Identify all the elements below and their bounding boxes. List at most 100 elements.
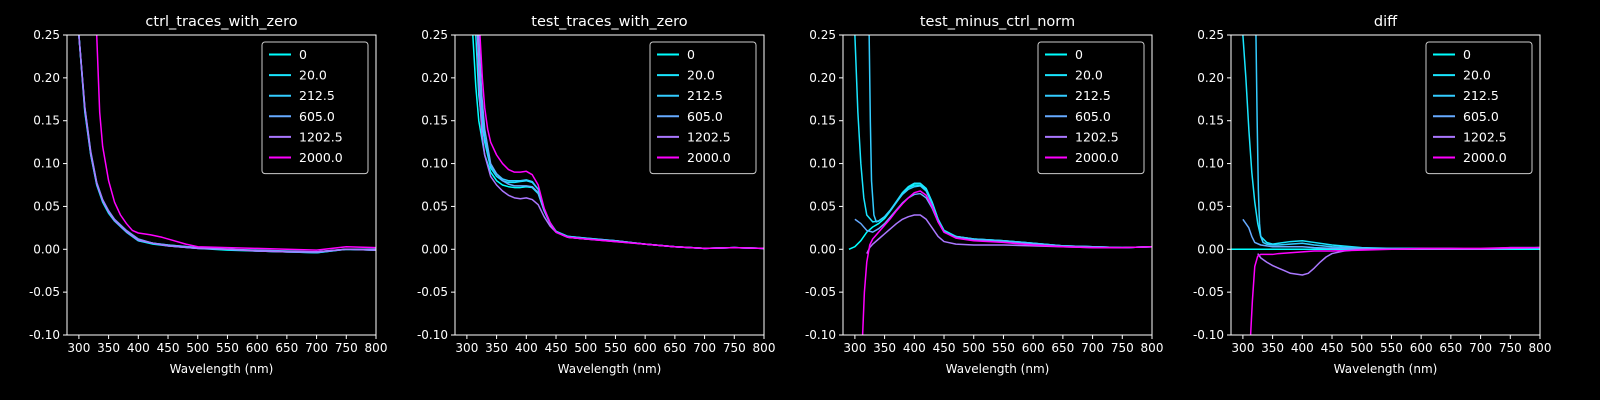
y-tick-label: 0.00: [809, 242, 836, 256]
legend-label-1: 20.0: [299, 68, 327, 83]
series-line-3: [854, 192, 1152, 249]
legend-label-4: 1202.5: [687, 129, 731, 144]
y-tick-label: 0.10: [1197, 157, 1224, 171]
series-line-0: [848, 184, 1152, 250]
y-tick-label: 0.20: [421, 71, 448, 85]
x-tick-label: 650: [1051, 341, 1074, 355]
legend-label-5: 2000.0: [687, 150, 731, 165]
series-line-5: [479, 35, 764, 250]
y-tick-label: 0.10: [421, 157, 448, 171]
y-tick-label: 0.05: [809, 199, 836, 213]
x-tick-label: 750: [335, 341, 358, 355]
legend-label-2: 212.5: [299, 88, 335, 103]
x-tick-label: 750: [1499, 341, 1522, 355]
legend-label-2: 212.5: [1463, 88, 1499, 103]
legend: 0 20.0 212.5 605.0 1202.5 2000.0: [261, 41, 369, 175]
x-tick-label: 500: [186, 341, 209, 355]
x-tick-label: 450: [157, 341, 180, 355]
x-tick-label: 700: [693, 341, 716, 355]
x-tick-label: 700: [1469, 341, 1492, 355]
legend-label-4: 1202.5: [1463, 129, 1507, 144]
y-tick-label: 0.25: [421, 28, 448, 42]
x-tick-label: 350: [97, 341, 120, 355]
x-axis-label: Wavelength (nm): [946, 362, 1050, 376]
x-tick-label: 300: [455, 341, 478, 355]
x-tick-label: 300: [1231, 341, 1254, 355]
legend-label-1: 20.0: [1463, 68, 1491, 83]
x-tick-label: 800: [365, 341, 388, 355]
y-tick-label: -0.05: [417, 285, 448, 299]
x-tick-label: 600: [1022, 341, 1045, 355]
y-tick-label: 0.25: [1197, 28, 1224, 42]
y-tick-label: -0.05: [805, 285, 836, 299]
y-tick-label: -0.10: [29, 328, 60, 342]
x-tick-label: 350: [485, 341, 508, 355]
x-tick-label: 750: [1111, 341, 1134, 355]
series-line-4: [78, 35, 376, 253]
y-tick-label: 0.00: [33, 242, 60, 256]
axes-frame: [454, 34, 765, 336]
legend-label-2: 212.5: [1075, 88, 1111, 103]
y-tick-label: 0.10: [809, 157, 836, 171]
legend-label-1: 20.0: [687, 68, 715, 83]
legend: 0 20.0 212.5 605.0 1202.5 2000.0: [649, 41, 757, 175]
y-tick-label: 0.15: [421, 114, 448, 128]
x-tick-label: 800: [1141, 341, 1164, 355]
x-tick-label: 650: [663, 341, 686, 355]
y-tick-label: 0.15: [809, 114, 836, 128]
y-tick-label: 0.15: [1197, 114, 1224, 128]
legend-label-3: 605.0: [1075, 109, 1111, 124]
x-tick-label: 550: [992, 341, 1015, 355]
x-tick-label: 350: [1261, 341, 1284, 355]
x-tick-label: 400: [1291, 341, 1314, 355]
chart-panel-0: 300 350 400 450 500 550 600 650 700 750 800 -0.10 -0…: [29, 14, 388, 376]
legend-label-5: 2000.0: [1075, 150, 1119, 165]
legend-label-4: 1202.5: [1075, 129, 1119, 144]
x-tick-label: 450: [545, 341, 568, 355]
chart-panel-2: 300 350 400 450 500 550 600 650 700 750 800 -0.10 -0…: [805, 14, 1164, 376]
series-group: [78, 35, 376, 254]
y-tick-label: -0.05: [29, 285, 60, 299]
series-line-4: [1257, 246, 1540, 276]
x-tick-label: 800: [753, 341, 776, 355]
chart-title: diff: [1374, 14, 1398, 30]
y-tick-label: -0.05: [1193, 285, 1224, 299]
axes-frame: [1230, 34, 1541, 336]
x-tick-label: 300: [843, 341, 866, 355]
x-tick-label: 500: [1350, 341, 1373, 355]
x-tick-label: 650: [1439, 341, 1462, 355]
y-tick-label: 0.20: [1197, 71, 1224, 85]
x-tick-label: 700: [1081, 341, 1104, 355]
chart-panel-1: 300 350 400 450 500 550 600 650 700 750 800 -0.10 -0…: [417, 14, 776, 376]
y-tick-label: 0.00: [1197, 242, 1224, 256]
legend-label-3: 605.0: [1463, 109, 1499, 124]
legend: 0 20.0 212.5 605.0 1202.5 2000.0: [1037, 41, 1145, 175]
x-tick-label: 400: [903, 341, 926, 355]
y-tick-label: -0.10: [417, 328, 448, 342]
chart-title: test_minus_ctrl_norm: [920, 14, 1075, 30]
y-tick-label: 0.10: [33, 157, 60, 171]
legend-label-5: 2000.0: [1463, 150, 1507, 165]
y-tick-label: 0.00: [421, 242, 448, 256]
legend: 0 20.0 212.5 605.0 1202.5 2000.0: [1425, 41, 1533, 175]
x-axis-label: Wavelength (nm): [1334, 362, 1438, 376]
legend-label-0: 0: [687, 47, 695, 62]
x-tick-label: 550: [604, 341, 627, 355]
axes-frame: [842, 34, 1153, 336]
y-tick-label: 0.20: [809, 71, 836, 85]
x-tick-label: 300: [67, 341, 90, 355]
y-tick-label: -0.10: [1193, 328, 1224, 342]
series-line-5: [95, 35, 376, 251]
y-tick-label: 0.05: [421, 199, 448, 213]
legend-label-0: 0: [1075, 47, 1083, 62]
legend-label-3: 605.0: [299, 109, 335, 124]
x-tick-label: 550: [1380, 341, 1403, 355]
legend-label-1: 20.0: [1075, 68, 1103, 83]
x-tick-label: 400: [515, 341, 538, 355]
series-line-2: [868, 35, 1152, 249]
chart-title: test_traces_with_zero: [531, 14, 688, 30]
x-tick-label: 750: [723, 341, 746, 355]
series-line-5: [1249, 246, 1540, 335]
x-tick-label: 800: [1529, 341, 1552, 355]
